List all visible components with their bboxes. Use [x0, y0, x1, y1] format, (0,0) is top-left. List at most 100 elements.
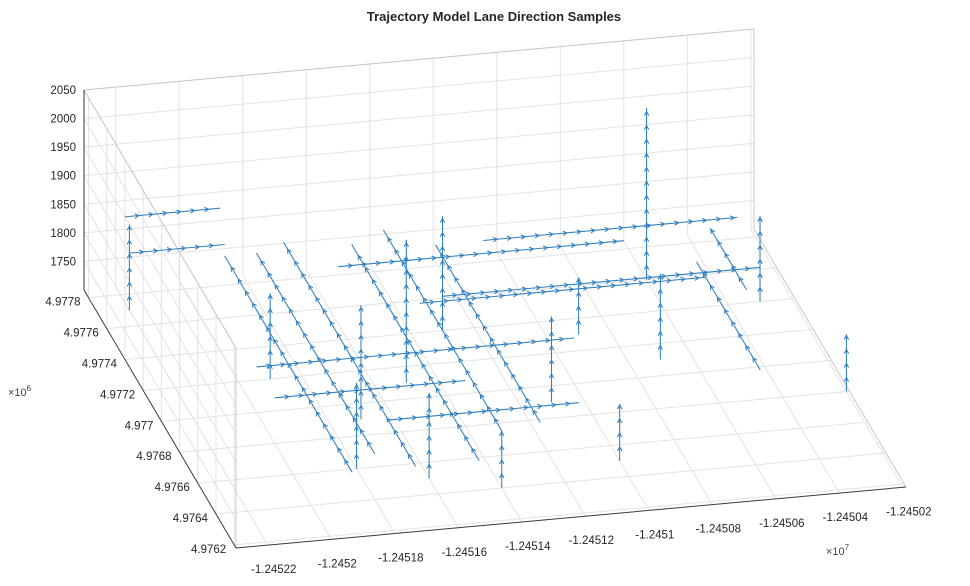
direction-arrow — [461, 288, 467, 295]
direction-arrow — [464, 435, 470, 442]
direction-arrow — [423, 297, 428, 303]
x-tick-label: -1.24514 — [505, 541, 551, 553]
direction-arrow — [267, 321, 273, 328]
direction-arrow — [468, 300, 474, 307]
direction-arrow — [495, 407, 501, 413]
direction-arrow — [610, 283, 617, 289]
direction-arrow — [337, 447, 343, 453]
direction-arrow — [364, 266, 370, 273]
direction-arrow — [624, 281, 631, 288]
direction-arrow — [267, 349, 273, 356]
axes-box-edge — [753, 228, 907, 488]
y-tick-label: 4.9764 — [173, 513, 209, 525]
lane-direction-sample — [843, 334, 850, 392]
direction-arrow — [528, 246, 535, 252]
direction-arrow — [126, 253, 133, 259]
floor-grid-line — [215, 452, 887, 515]
direction-arrow — [294, 360, 300, 367]
floor-grid-line — [161, 359, 832, 422]
lane-direction-sample — [426, 392, 432, 479]
direction-arrow — [358, 334, 364, 340]
direction-arrow — [617, 445, 623, 452]
direction-arrow — [208, 243, 215, 249]
direction-arrow — [499, 444, 505, 451]
direction-arrow — [358, 404, 364, 410]
direction-arrow — [451, 345, 457, 351]
direction-arrow — [558, 336, 565, 342]
direction-arrow — [511, 373, 517, 379]
direction-arrow — [393, 429, 399, 435]
direction-arrow — [487, 250, 493, 256]
direction-arrow — [358, 390, 364, 396]
lane-direction-sample — [353, 382, 360, 469]
direction-arrow — [506, 235, 513, 241]
axes-box-edge — [83, 89, 237, 349]
direction-arrow — [453, 411, 460, 417]
lane-direction-sample — [435, 244, 541, 423]
lane-direction-sample — [442, 266, 761, 299]
direction-arrow — [717, 240, 723, 247]
direction-arrow — [421, 363, 427, 369]
y-tick-labels: 4.9762 4.9764 4.9766 4.9768 4.977 4.9772 4.977… — [45, 297, 226, 556]
lane-segment — [709, 227, 747, 291]
direction-arrow — [575, 291, 582, 297]
lane-direction-sample — [617, 403, 623, 461]
direction-arrow — [391, 351, 398, 358]
direction-arrow — [266, 326, 272, 333]
direction-arrow — [657, 344, 663, 350]
x-tick-label: -1.2451 — [635, 529, 674, 541]
direction-arrow — [377, 353, 384, 359]
direction-arrow — [426, 421, 432, 427]
direction-arrow — [657, 288, 663, 294]
direction-arrow — [308, 359, 314, 365]
lane-segment — [338, 240, 624, 268]
lane-direction-sample — [224, 255, 353, 473]
direction-arrow — [518, 385, 524, 391]
floor-grid-line — [623, 240, 777, 500]
direction-arrow — [537, 403, 543, 410]
lane-direction-sample — [696, 261, 761, 371]
direction-arrow — [439, 287, 446, 293]
direction-arrow — [643, 138, 650, 144]
direction-arrow — [252, 302, 257, 308]
floor-grid-line — [750, 229, 904, 488]
direction-arrow — [675, 272, 681, 278]
direction-arrow — [409, 382, 416, 389]
direction-arrow — [575, 305, 582, 311]
direction-arrow — [535, 285, 542, 291]
direction-arrow — [499, 430, 505, 437]
direction-arrow — [643, 250, 650, 256]
direction-arrow — [439, 259, 446, 265]
direction-arrow — [605, 278, 611, 285]
direction-arrow — [315, 296, 321, 303]
direction-arrow — [757, 230, 763, 236]
direction-arrow — [166, 247, 173, 253]
direction-arrow — [400, 441, 406, 447]
direction-arrow — [280, 350, 286, 357]
direction-arrow — [716, 268, 723, 274]
direction-arrow — [757, 244, 763, 250]
direction-arrow — [298, 392, 304, 399]
direction-arrow — [347, 263, 354, 269]
direction-arrow — [680, 276, 686, 283]
direction-arrow — [358, 320, 364, 326]
lane-direction-sample — [388, 401, 579, 422]
direction-arrow — [417, 256, 423, 263]
direction-arrow — [322, 308, 328, 315]
direction-arrow — [450, 411, 455, 417]
direction-arrow — [549, 283, 556, 290]
direction-arrow — [317, 356, 323, 362]
direction-arrow — [687, 219, 694, 225]
lane-direction-sample — [124, 206, 221, 219]
direction-arrow — [652, 279, 658, 285]
direction-arrow — [180, 245, 187, 252]
direction-arrow — [237, 278, 243, 284]
direction-arrow — [395, 384, 402, 390]
direction-arrow — [403, 297, 409, 303]
direction-arrow — [715, 216, 722, 222]
direction-arrow — [354, 387, 360, 394]
x-tick-labels: -1.24522 -1.2452 -1.24518 -1.24516 -1.24514 -… — [251, 506, 931, 576]
direction-arrow — [738, 332, 744, 339]
direction-arrow — [426, 449, 432, 455]
